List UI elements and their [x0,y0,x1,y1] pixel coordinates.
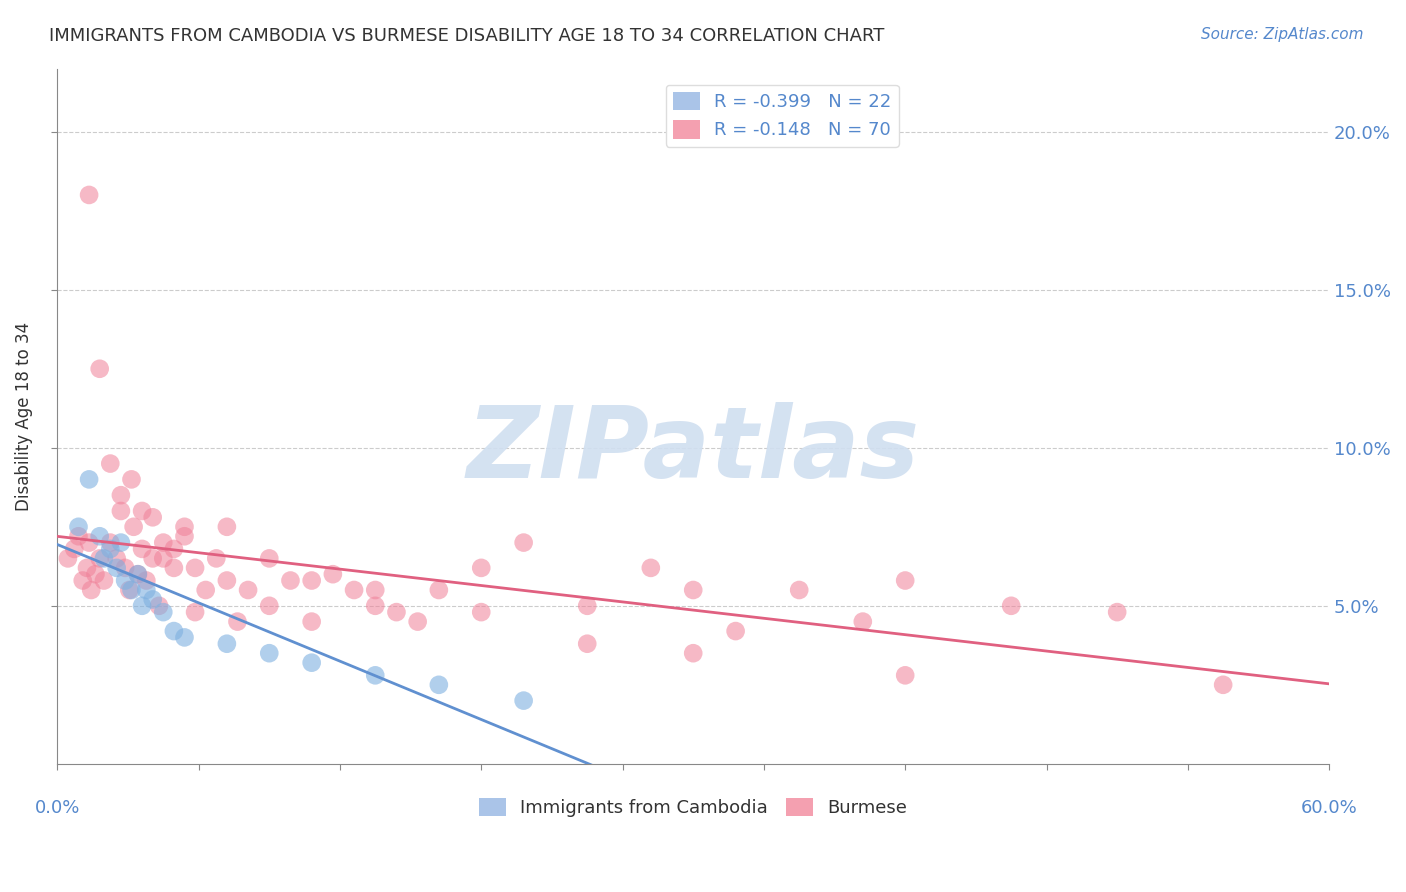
Point [576,599,599,613]
Point [205,551,228,566]
Point [122,520,145,534]
Point [77,535,100,549]
Point [724,624,747,638]
Point [259,646,281,660]
Point [894,668,917,682]
Point [131,599,153,613]
Point [173,631,195,645]
Point [142,551,165,566]
Point [364,582,387,597]
Point [301,656,323,670]
Point [163,541,186,556]
Point [163,561,186,575]
Point [301,615,323,629]
Point [114,574,136,588]
Point [135,574,157,588]
Point [67,529,90,543]
Point [1000,599,1022,613]
Point [406,615,429,629]
Point [682,582,704,597]
Y-axis label: Disability Age 18 to 34: Disability Age 18 to 34 [15,322,32,511]
Point [236,582,259,597]
Point [72,574,94,588]
Point [576,637,599,651]
Point [787,582,810,597]
Point [852,615,875,629]
Point [184,561,207,575]
Point [131,541,153,556]
Point [127,567,149,582]
Point [63,541,86,556]
Point [470,605,492,619]
Point [142,510,165,524]
Point [215,574,238,588]
Point [127,567,149,582]
Point [640,561,662,575]
Point [184,605,207,619]
Point [105,561,128,575]
Point [163,624,186,638]
Point [364,599,387,613]
Point [98,457,121,471]
Point [894,574,917,588]
Point [110,504,132,518]
Point [427,678,450,692]
Point [135,582,157,597]
Point [110,535,132,549]
Text: 60.0%: 60.0% [1301,798,1358,816]
Point [118,582,141,597]
Point [301,574,323,588]
Point [1212,678,1234,692]
Point [322,567,344,582]
Point [84,567,107,582]
Point [259,599,281,613]
Point [98,535,121,549]
Point [364,668,387,682]
Point [89,361,111,376]
Point [110,488,132,502]
Point [427,582,450,597]
Point [105,551,128,566]
Point [1107,605,1129,619]
Point [152,535,174,549]
Point [121,472,143,486]
Legend: Immigrants from Cambodia, Burmese: Immigrants from Cambodia, Burmese [471,790,915,824]
Point [173,529,195,543]
Point [194,582,217,597]
Point [226,615,249,629]
Point [152,605,174,619]
Point [98,541,121,556]
Point [152,551,174,566]
Point [682,646,704,660]
Point [89,551,111,566]
Point [148,599,170,613]
Text: Source: ZipAtlas.com: Source: ZipAtlas.com [1201,27,1364,42]
Point [259,551,281,566]
Point [131,504,153,518]
Point [512,535,534,549]
Point [67,520,90,534]
Text: ZIPatlas: ZIPatlas [467,402,920,500]
Point [121,582,143,597]
Text: 0.0%: 0.0% [35,798,80,816]
Point [512,693,534,707]
Point [215,520,238,534]
Point [80,582,103,597]
Point [93,574,115,588]
Point [385,605,408,619]
Point [93,551,115,566]
Point [215,637,238,651]
Point [343,582,366,597]
Point [142,592,165,607]
Point [173,520,195,534]
Point [76,561,98,575]
Point [280,574,302,588]
Point [470,561,492,575]
Point [77,472,100,486]
Point [77,188,100,202]
Point [114,561,136,575]
Point [89,529,111,543]
Point [56,551,79,566]
Text: IMMIGRANTS FROM CAMBODIA VS BURMESE DISABILITY AGE 18 TO 34 CORRELATION CHART: IMMIGRANTS FROM CAMBODIA VS BURMESE DISA… [49,27,884,45]
